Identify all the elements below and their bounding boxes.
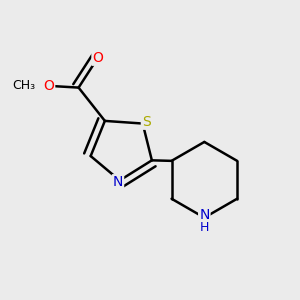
Text: O: O <box>92 51 103 65</box>
Text: O: O <box>43 79 54 93</box>
Text: H: H <box>200 221 209 234</box>
Text: CH₃: CH₃ <box>12 79 35 92</box>
Text: N: N <box>113 175 123 189</box>
Text: N: N <box>199 208 209 222</box>
Text: S: S <box>142 115 151 129</box>
